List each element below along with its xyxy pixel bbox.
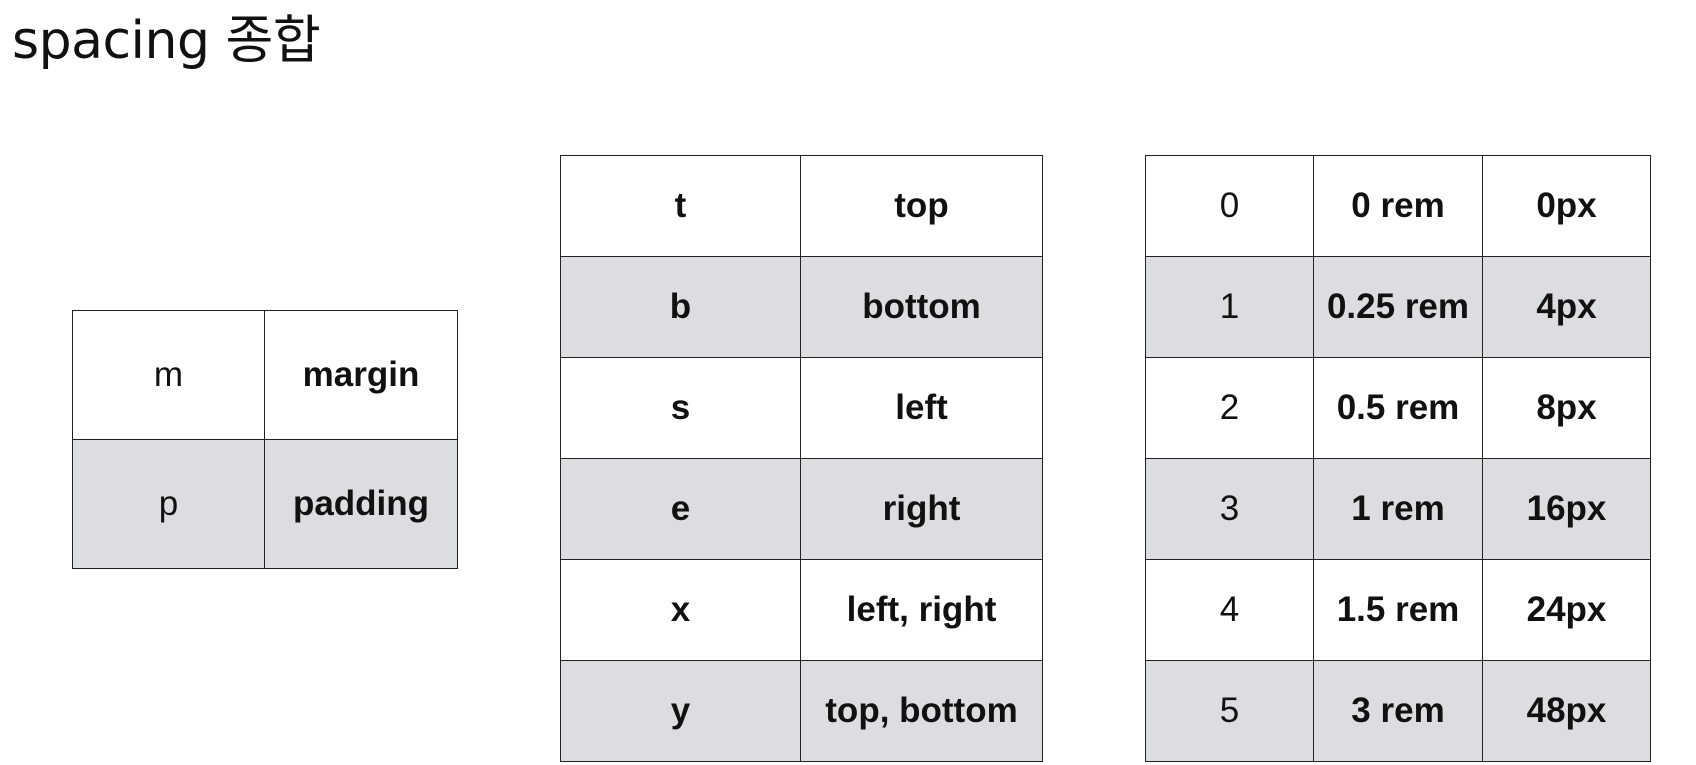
table-row: x left, right (560, 559, 1043, 661)
direction-key-cell: e (560, 458, 801, 560)
size-px-cell: 0px (1482, 155, 1651, 257)
table-row: 4 1.5 rem 24px (1145, 559, 1651, 661)
size-px-cell: 48px (1482, 660, 1651, 762)
table-row: b bottom (560, 256, 1043, 358)
table-row: 0 0 rem 0px (1145, 155, 1651, 257)
table-row: s left (560, 357, 1043, 459)
table-row: t top (560, 155, 1043, 257)
table-row: 5 3 rem 48px (1145, 660, 1651, 762)
direction-key-cell: t (560, 155, 801, 257)
size-px-cell: 24px (1482, 559, 1651, 661)
size-rem-cell: 0.25 rem (1313, 256, 1483, 358)
table-row: e right (560, 458, 1043, 560)
table-row: 3 1 rem 16px (1145, 458, 1651, 560)
direction-value-cell: left (800, 357, 1043, 459)
size-step-cell: 2 (1145, 357, 1314, 459)
size-step-cell: 3 (1145, 458, 1314, 560)
size-rem-cell: 0.5 rem (1313, 357, 1483, 459)
prefix-key-cell: m (72, 310, 265, 440)
size-rem-cell: 3 rem (1313, 660, 1483, 762)
size-px-cell: 8px (1482, 357, 1651, 459)
direction-value-cell: bottom (800, 256, 1043, 358)
direction-key-cell: y (560, 660, 801, 762)
direction-key-cell: x (560, 559, 801, 661)
direction-value-cell: left, right (800, 559, 1043, 661)
size-rem-cell: 0 rem (1313, 155, 1483, 257)
prefix-key-cell: p (72, 439, 265, 569)
prefix-value-cell: padding (264, 439, 458, 569)
direction-key-cell: s (560, 357, 801, 459)
table-row: m margin (72, 310, 458, 440)
table-row: y top, bottom (560, 660, 1043, 762)
size-step-cell: 5 (1145, 660, 1314, 762)
table-row: p padding (72, 439, 458, 569)
direction-key-cell: b (560, 256, 801, 358)
page-title: spacing 종합 (12, 11, 321, 71)
size-table: 0 0 rem 0px 1 0.25 rem 4px 2 0.5 rem 8px… (1145, 155, 1651, 762)
size-step-cell: 1 (1145, 256, 1314, 358)
size-px-cell: 16px (1482, 458, 1651, 560)
table-row: 1 0.25 rem 4px (1145, 256, 1651, 358)
size-px-cell: 4px (1482, 256, 1651, 358)
size-rem-cell: 1.5 rem (1313, 559, 1483, 661)
size-step-cell: 0 (1145, 155, 1314, 257)
direction-value-cell: right (800, 458, 1043, 560)
size-rem-cell: 1 rem (1313, 458, 1483, 560)
direction-table: t top b bottom s left e right x left, ri… (560, 155, 1043, 762)
prefix-value-cell: margin (264, 310, 458, 440)
table-row: 2 0.5 rem 8px (1145, 357, 1651, 459)
size-step-cell: 4 (1145, 559, 1314, 661)
direction-value-cell: top, bottom (800, 660, 1043, 762)
direction-value-cell: top (800, 155, 1043, 257)
prefix-table: m margin p padding (72, 310, 458, 569)
